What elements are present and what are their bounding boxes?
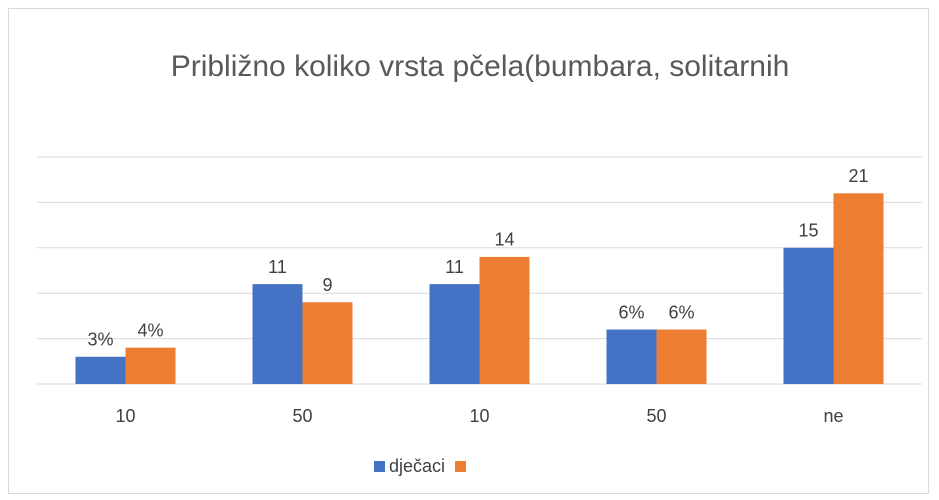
data-label: 3% — [87, 330, 113, 350]
x-tick-label: 10 — [469, 406, 489, 426]
data-label: 11 — [445, 257, 464, 277]
data-label: 9 — [322, 275, 332, 295]
chart-frame — [8, 8, 929, 494]
data-label: 4% — [137, 320, 163, 340]
x-tick-label: 50 — [292, 406, 312, 426]
bar — [125, 347, 176, 384]
data-label: 21 — [848, 166, 868, 186]
data-label: 6% — [618, 302, 644, 322]
legend-swatch — [374, 461, 385, 472]
x-tick-label: 10 — [115, 406, 135, 426]
chart-title: Približno koliko vrsta pčela(bumbara, so… — [170, 50, 790, 83]
bar — [783, 247, 834, 384]
bar — [75, 356, 126, 384]
bar — [302, 302, 353, 384]
bar — [429, 284, 480, 384]
legend-label: dječaci — [389, 456, 445, 476]
legend-swatch — [455, 461, 467, 472]
data-label: 14 — [494, 230, 514, 250]
bar — [656, 329, 707, 384]
x-tick-label: 50 — [646, 406, 666, 426]
bar — [833, 193, 884, 384]
bar — [479, 256, 530, 384]
data-label: 15 — [798, 221, 818, 241]
bar — [252, 284, 303, 384]
data-label: 6% — [668, 302, 694, 322]
data-label: 11 — [268, 257, 287, 277]
x-tick-label: ne — [823, 406, 843, 426]
bar — [606, 329, 657, 384]
